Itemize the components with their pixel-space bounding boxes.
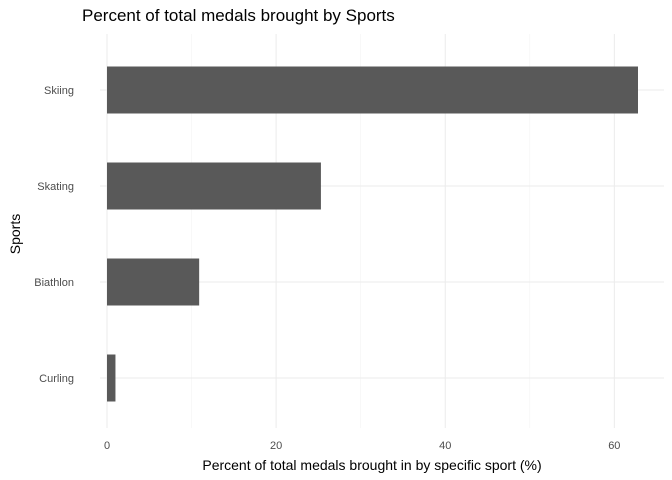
y-axis-title: Sports (7, 214, 23, 254)
x-tick-label: 0 (104, 440, 110, 452)
bars (107, 66, 638, 402)
chart-title: Percent of total medals brought by Sport… (82, 6, 395, 25)
y-tick-labels: Skiing Skating Biathlon Curling (34, 85, 74, 385)
x-axis-title: Percent of total medals brought in by sp… (202, 457, 541, 473)
x-tick-label: 20 (270, 440, 282, 452)
y-tick-label: Biathlon (34, 277, 74, 289)
x-tick-labels: 0 20 40 60 (104, 440, 621, 452)
bar-biathlon (107, 258, 200, 306)
y-tick-label: Skating (37, 181, 74, 193)
x-tick-label: 60 (608, 440, 620, 452)
y-tick-label: Curling (39, 373, 74, 385)
x-tick-label: 40 (439, 440, 451, 452)
bar-skating (107, 162, 321, 210)
bar-curling (107, 354, 116, 402)
y-tick-label: Skiing (44, 85, 74, 97)
bar-skiing (107, 66, 638, 114)
